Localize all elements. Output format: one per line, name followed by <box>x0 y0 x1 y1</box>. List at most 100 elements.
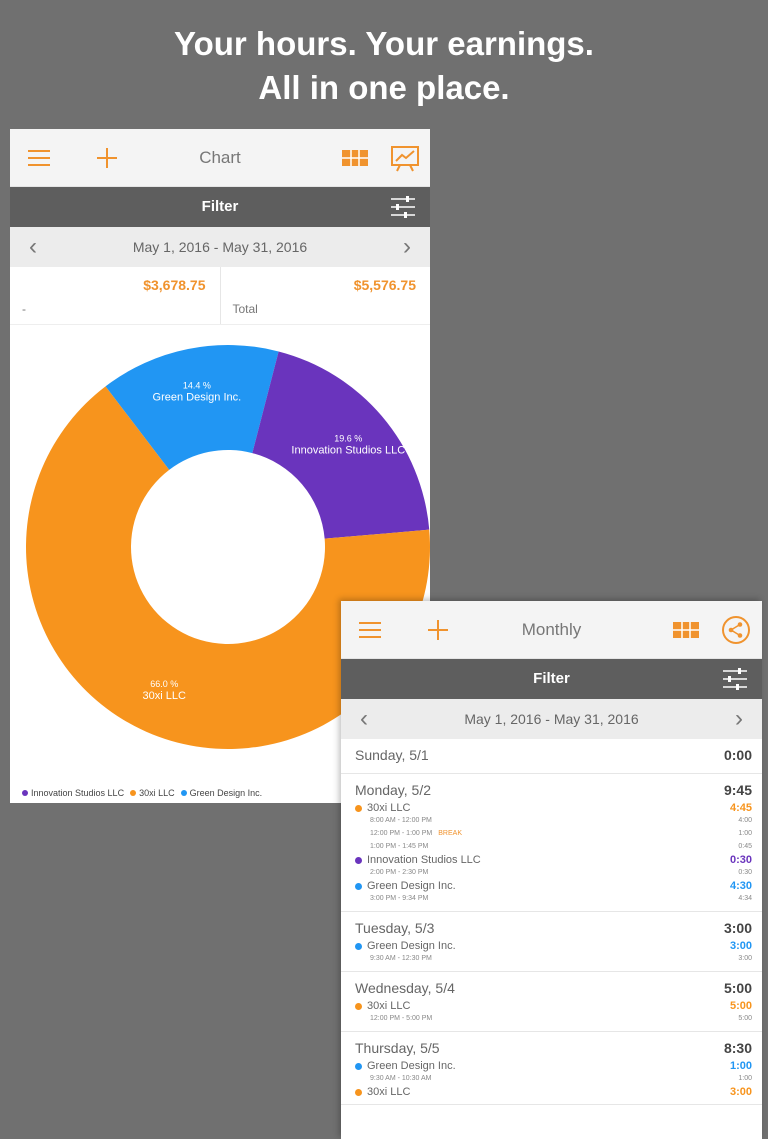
next-period-arrow-icon[interactable]: › <box>403 233 411 260</box>
time-duration: 0:30 <box>738 869 752 876</box>
day-group[interactable]: Wednesday, 5/4 5:00 30xi LLC 5:00 12:00 PM -… <box>341 972 762 1032</box>
day-total-hours: 0:00 <box>723 747 752 763</box>
client-color-dot-icon <box>355 882 362 890</box>
client-hours: 3:00 <box>729 940 752 952</box>
slice-name-label: 30xi LLC <box>143 690 186 702</box>
plus-icon[interactable] <box>92 143 122 173</box>
filter-label: Filter <box>533 670 570 687</box>
monthly-app-bar: Monthly <box>341 601 762 659</box>
calendar-grid-icon[interactable] <box>671 615 701 645</box>
next-period-arrow-icon[interactable]: › <box>735 705 743 732</box>
client-label-group: 30xi LLC <box>355 802 410 814</box>
client-entry[interactable]: 30xi LLC 5:00 <box>355 1000 752 1012</box>
time-entry-row: 2:00 PM - 2:30 PM 0:30 <box>355 866 752 879</box>
donut-slice[interactable] <box>105 345 279 470</box>
filter-bar[interactable]: Filter <box>10 187 430 227</box>
day-group[interactable]: Sunday, 5/1 0:00 <box>341 739 762 774</box>
time-range: 12:00 PM - 1:00 PM BREAK <box>370 830 462 837</box>
day-group[interactable]: Tuesday, 5/3 3:00 Green Design Inc. 3:00 9:3… <box>341 912 762 972</box>
legend-label: Innovation Studios LLC <box>31 788 125 798</box>
total-label: Total <box>232 302 258 316</box>
time-entry-row: 1:00 PM - 1:45 PM 0:45 <box>355 840 752 853</box>
legend-item: Green Design Inc. <box>180 788 263 798</box>
client-hours: 4:30 <box>729 880 752 892</box>
client-hours: 4:45 <box>729 802 752 814</box>
donut-slice[interactable] <box>26 386 430 749</box>
client-label-group: Green Design Inc. <box>355 940 456 952</box>
client-color-dot-icon <box>355 1062 362 1070</box>
legend-item: 30xi LLC <box>130 788 175 798</box>
client-name: Green Design Inc. <box>367 940 456 952</box>
client-entry[interactable]: Green Design Inc. 3:00 <box>355 940 752 952</box>
client-label-group: Green Design Inc. <box>355 1060 456 1072</box>
day-header: Tuesday, 5/3 3:00 <box>355 920 752 936</box>
client-name: 30xi LLC <box>367 1086 411 1098</box>
screen-title: Chart <box>199 148 241 167</box>
share-icon[interactable] <box>721 615 751 645</box>
client-color-dot-icon <box>355 804 362 812</box>
filter-bar[interactable]: Filter <box>341 659 762 699</box>
client-entry[interactable]: Green Design Inc. 4:30 <box>355 880 752 892</box>
time-range: 3:00 PM - 9:34 PM <box>370 895 429 902</box>
client-hours: 0:30 <box>729 854 752 866</box>
day-total-hours: 9:45 <box>723 782 752 798</box>
plus-icon[interactable] <box>423 615 453 645</box>
time-range: 2:00 PM - 2:30 PM <box>370 869 429 876</box>
time-duration: 3:00 <box>738 955 752 962</box>
time-duration: 4:34 <box>738 895 752 902</box>
day-group[interactable]: Thursday, 5/5 8:30 Green Design Inc. 1:00 9:… <box>341 1032 762 1105</box>
donut-slice[interactable] <box>252 351 430 539</box>
client-color-dot-icon <box>355 1002 362 1010</box>
time-range: 8:00 AM - 12:00 PM <box>370 817 432 824</box>
time-range: 1:00 PM - 1:45 PM <box>370 843 429 850</box>
previous-period-arrow-icon[interactable]: ‹ <box>29 233 37 260</box>
previous-period-arrow-icon[interactable]: ‹ <box>360 705 368 732</box>
menu-icon[interactable] <box>355 615 385 645</box>
time-entry-row: 12:00 PM - 1:00 PM BREAK 1:00 <box>355 827 752 840</box>
client-hours: 3:00 <box>729 1086 752 1098</box>
client-entry[interactable]: Green Design Inc. 1:00 <box>355 1060 752 1072</box>
client-hours: 1:00 <box>729 1060 752 1072</box>
date-range-bar: ‹ May 1, 2016 - May 31, 2016 › <box>341 699 762 739</box>
time-range: 9:30 AM - 12:30 PM <box>370 955 432 962</box>
total-label: - <box>22 302 26 316</box>
legend-label: Green Design Inc. <box>189 788 263 798</box>
time-range: 12:00 PM - 5:00 PM <box>370 1015 433 1022</box>
day-group[interactable]: Monday, 5/2 9:45 30xi LLC 4:45 8:00 AM - 12:… <box>341 774 762 912</box>
client-name: Green Design Inc. <box>367 1060 456 1072</box>
client-color-dot-icon <box>355 856 362 864</box>
slice-percent-label: 66.0 % <box>150 679 178 689</box>
date-range-bar: ‹ May 1, 2016 - May 31, 2016 › <box>10 227 430 267</box>
promo-headline: Your hours. Your earnings. All in one pl… <box>0 22 768 110</box>
slice-name-label: Innovation Studios LLC <box>291 444 405 456</box>
client-entry[interactable]: 30xi LLC 4:45 <box>355 802 752 814</box>
day-header: Monday, 5/2 9:45 <box>355 782 752 798</box>
sliders-icon[interactable] <box>720 664 750 694</box>
donut-chart-svg: 14.4 %Green Design Inc. 19.6 %Innovation … <box>26 345 430 749</box>
date-range: May 1, 2016 - May 31, 2016 <box>132 239 308 255</box>
presentation-chart-icon[interactable] <box>390 143 420 173</box>
total-cell: $3,678.75 - <box>10 267 220 324</box>
total-amount: $3,678.75 <box>143 277 206 293</box>
sliders-icon[interactable] <box>388 192 418 222</box>
client-label-group: Green Design Inc. <box>355 880 456 892</box>
day-total-hours: 8:30 <box>723 1040 752 1056</box>
filter-label: Filter <box>201 198 239 215</box>
time-duration: 0:45 <box>738 843 752 850</box>
legend-label: 30xi LLC <box>139 788 175 798</box>
donut-chart: 14.4 % Green Design Inc. 19.6 % Innovation … <box>10 325 430 800</box>
client-entry[interactable]: 30xi LLC 3:00 <box>355 1086 752 1098</box>
chart-screen: Chart Filter ‹ May 1, 2016 - May 31, 201… <box>10 129 430 803</box>
menu-icon[interactable] <box>24 143 54 173</box>
total-cell: $5,576.75 Total <box>219 267 431 324</box>
screen-title: Monthly <box>521 620 582 639</box>
client-entry[interactable]: Innovation Studios LLC 0:30 <box>355 854 752 866</box>
calendar-grid-icon[interactable] <box>340 143 370 173</box>
time-entry-row: 3:00 PM - 9:34 PM 4:34 <box>355 892 752 905</box>
time-duration: 1:00 <box>738 830 752 837</box>
slice-percent-label: 14.4 % <box>183 381 211 391</box>
client-color-dot-icon <box>355 1088 362 1096</box>
time-entry-row: 9:30 AM - 10:30 AM 1:00 <box>355 1072 752 1085</box>
date-range: May 1, 2016 - May 31, 2016 <box>464 711 639 727</box>
headline-line-2: All in one place. <box>258 69 510 106</box>
